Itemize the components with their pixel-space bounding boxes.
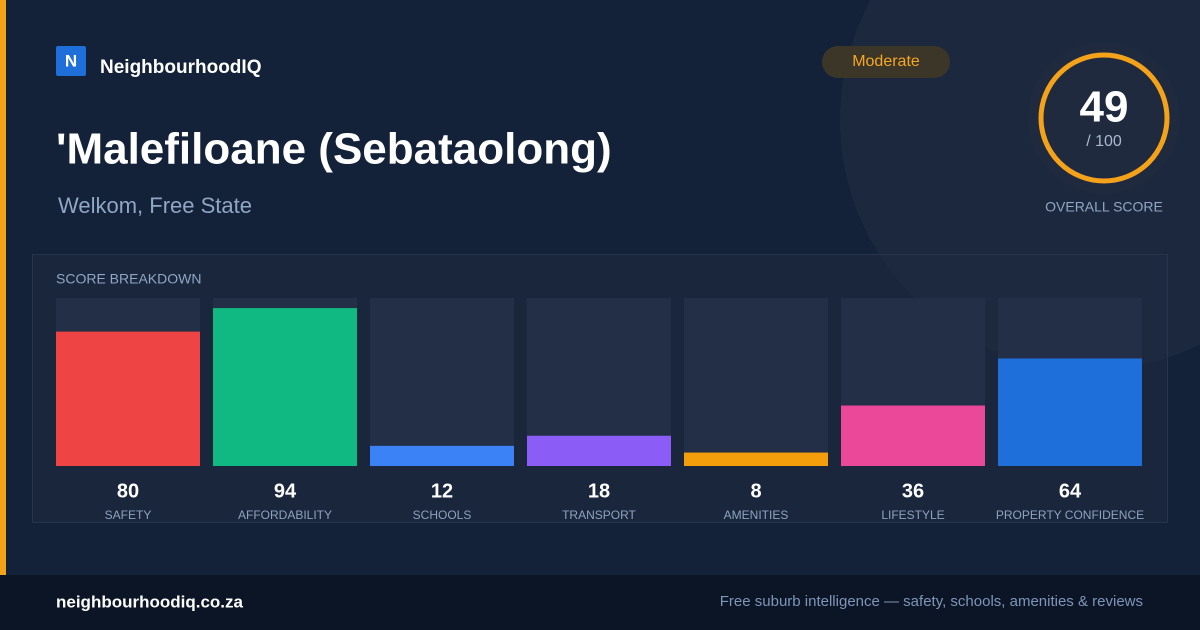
bar [56,331,200,466]
category-label: SAFETY [105,508,152,522]
bar-track [684,298,828,466]
score-max: / 100 [1086,133,1122,150]
value-label: 8 [750,480,761,502]
value-label: 12 [431,480,453,502]
bar-track [370,298,514,466]
chart-title: SCORE BREAKDOWN [56,271,201,287]
bar [841,405,985,466]
brand: NeighbourhoodIQ [100,57,261,78]
title: 'Malefiloane (Sebataolong) [56,125,612,174]
bar [684,452,828,466]
category-label: PROPERTY CONFIDENCE [996,508,1144,522]
value-label: 18 [588,480,610,502]
value-label: 36 [902,480,924,502]
badge-text: Moderate [852,53,920,70]
subtitle: Welkom, Free State [58,193,252,218]
category-label: LIFESTYLE [881,508,944,522]
bar [370,445,514,466]
value-label: 64 [1059,480,1082,502]
bar-group: 80 SAFETY 94 AFFORDABILITY 12 SCHOOLS 18 TRANSP… [56,298,1144,522]
score: 49 [1080,83,1129,132]
footer-site: neighbourhoodiq.co.za [56,592,244,611]
score-label: OVERALL SCORE [1045,199,1163,215]
footer-bar [0,575,1200,630]
score-ring [1038,52,1170,184]
category-label: SCHOOLS [413,508,472,522]
category-label: TRANSPORT [562,508,636,522]
category-label: AFFORDABILITY [238,508,332,522]
value-label: 94 [274,480,297,502]
accent-stripe [0,0,6,575]
category-label: AMENITIES [724,508,789,522]
value-label: 80 [117,480,139,502]
bar [213,308,357,466]
bar [998,358,1142,466]
bar [527,435,671,466]
logo-letter: N [65,51,77,70]
badge [822,46,950,78]
logo-box [56,46,86,76]
footer-tagline: Free suburb intelligence — safety, schoo… [720,593,1143,610]
score-ring-bg [1028,42,1180,194]
